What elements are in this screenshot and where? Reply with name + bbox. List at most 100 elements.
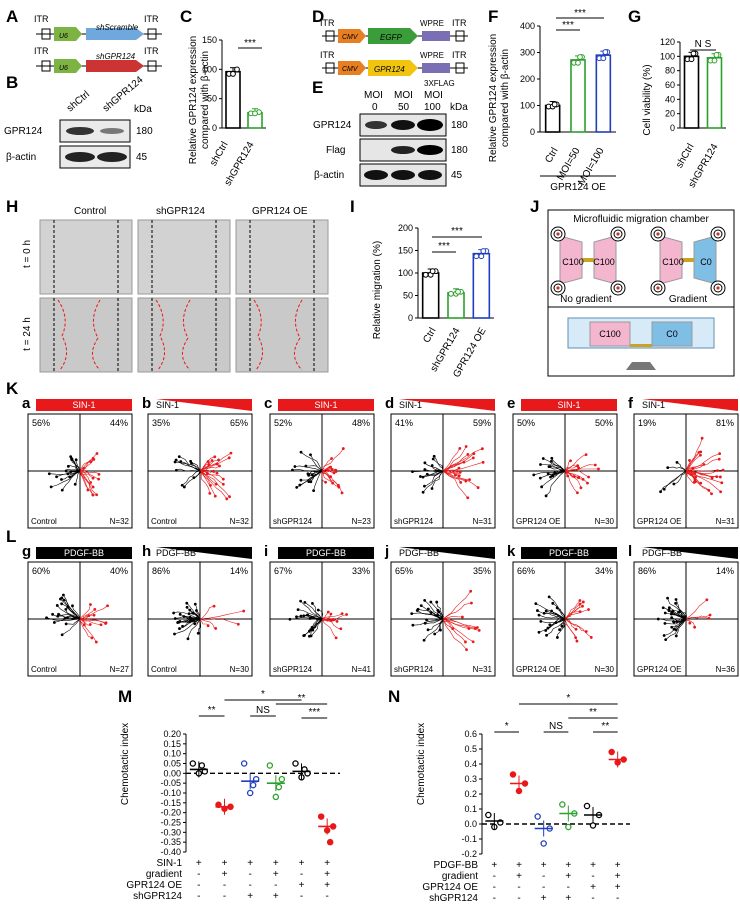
cell-endpoint <box>537 613 541 617</box>
cell-track <box>685 614 711 620</box>
construct-scramble-label: shScramble <box>96 23 139 32</box>
cell-endpoint <box>215 471 219 475</box>
itr-right-2: ITR <box>144 46 159 56</box>
cell-endpoint <box>90 636 94 640</box>
sig-label: ** <box>601 721 609 732</box>
cell-track <box>321 618 341 630</box>
cell-track <box>685 438 703 472</box>
left-percent: 35% <box>152 418 170 428</box>
itr-box-icon <box>455 30 465 42</box>
subpanel-letter: g <box>22 543 31 560</box>
cell-endpoint <box>213 494 217 498</box>
cell-endpoint <box>539 619 543 623</box>
cell-endpoint <box>671 609 675 613</box>
panel-letter-a: A <box>6 7 18 26</box>
subpanel-letter: b <box>142 395 151 412</box>
cell-track <box>197 618 202 634</box>
y-tick-label: 0.15 <box>163 739 181 749</box>
y-tick-label: 50 <box>403 291 413 301</box>
y-tick-label: -0.2 <box>461 849 477 859</box>
table-cell: - <box>517 882 520 893</box>
cell-track <box>310 618 323 637</box>
table-cell: + <box>247 891 253 902</box>
stimulus-label: SIN-1 <box>642 400 665 410</box>
data-point <box>278 775 286 783</box>
n-label: N=30 <box>595 517 615 526</box>
table-cell: + <box>273 858 279 869</box>
cell-track <box>442 591 471 620</box>
cell-track <box>312 603 323 620</box>
right-percent: 65% <box>230 418 248 428</box>
cell-track <box>425 618 444 624</box>
right-percent: 14% <box>716 566 734 576</box>
e-moi-1: MOI <box>394 90 413 101</box>
table-cell: + <box>324 880 330 891</box>
y-tick-label: -0.30 <box>160 827 181 837</box>
cell-track <box>300 470 323 481</box>
cell-endpoint <box>672 627 676 631</box>
wound-image <box>235 219 329 295</box>
cell-endpoint <box>468 478 471 482</box>
cell-track <box>57 615 81 620</box>
cell-track <box>321 468 332 473</box>
cell-track <box>412 469 444 472</box>
cell-track <box>685 470 696 478</box>
cell-endpoint <box>555 606 559 610</box>
cell-track <box>540 464 566 472</box>
cell-track <box>79 470 94 479</box>
cell-track <box>552 603 566 620</box>
panel-letter-g: G <box>628 7 641 26</box>
d-itr-4: ITR <box>452 50 467 60</box>
cell-endpoint <box>186 637 190 641</box>
data-point <box>317 813 325 820</box>
cell-track <box>564 470 568 477</box>
band <box>65 152 95 162</box>
cell-endpoint <box>221 482 225 486</box>
left-percent: 65% <box>395 566 413 576</box>
cell-endpoint <box>190 461 193 465</box>
cell-endpoint <box>411 470 414 474</box>
cell-endpoint <box>299 478 303 482</box>
cell-track <box>79 618 102 626</box>
stimulus-label: PDGF-BB <box>306 548 346 558</box>
migration-front <box>294 299 303 371</box>
panel-j-chamber: Microfluidic migration chamber C100 C100 C… <box>547 209 735 377</box>
y-tick-label: 50 <box>207 94 217 104</box>
table-cell: + <box>615 871 621 882</box>
cell-endpoint <box>97 473 101 476</box>
cell-endpoint <box>426 607 430 611</box>
cell-endpoint <box>435 600 439 604</box>
cell-endpoint <box>423 461 427 465</box>
cell-endpoint <box>330 468 334 471</box>
migration-front <box>182 299 191 371</box>
cell-endpoint <box>549 475 552 479</box>
cell-track <box>564 465 578 472</box>
cell-track <box>442 470 468 498</box>
wpre-box <box>422 31 450 41</box>
y-tick-label: 100 <box>202 64 217 74</box>
table-row-label: PDGF-BB <box>434 860 479 871</box>
y-tick-label: -0.15 <box>160 798 181 808</box>
group-label: GPR124 OE <box>516 517 560 526</box>
j-side-c100-label: C100 <box>599 329 621 339</box>
y-tick-label: 0.2 <box>464 789 477 799</box>
cell-endpoint <box>476 486 480 489</box>
cell-endpoint <box>212 469 215 473</box>
cell-endpoint <box>296 608 300 612</box>
subpanel-letter: f <box>628 395 634 412</box>
cell-track <box>564 618 587 632</box>
y-tick-label: 0.10 <box>163 749 181 759</box>
port-icon <box>616 232 620 236</box>
cell-track <box>79 470 91 483</box>
cell-track <box>186 602 201 620</box>
panel-d-constructs: ITR ITR WPRE CMV EGFP ITR ITR WPRE CMV G… <box>320 18 468 88</box>
cell-track <box>564 464 596 472</box>
cell-track <box>676 462 687 472</box>
panel-m-chart: Chemotactic index 0.200.150.100.050.00-0… <box>120 689 340 902</box>
panel-letter-h: H <box>6 197 18 216</box>
cell-endpoint <box>546 472 550 476</box>
cell-endpoint <box>425 472 429 476</box>
right-percent: 40% <box>110 566 128 576</box>
right-percent: 33% <box>352 566 370 576</box>
e-kda-flag: 180 <box>451 145 468 156</box>
